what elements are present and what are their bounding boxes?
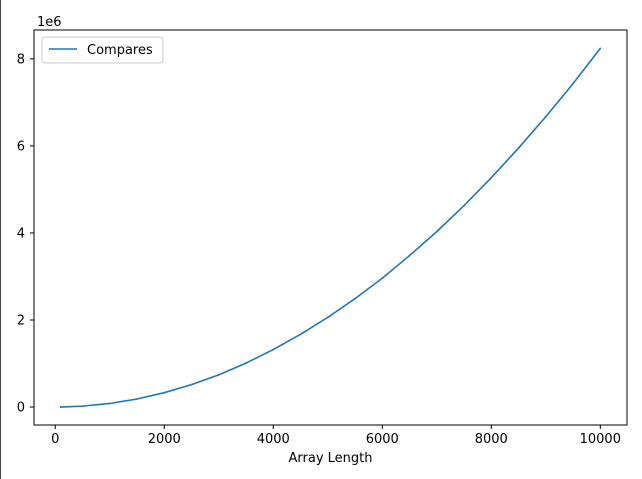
y-tick-label: 8 [17, 52, 25, 67]
x-axis-label: Array Length [289, 451, 373, 466]
y-axis-offset-label: 1e6 [37, 15, 62, 30]
y-tick-label: 2 [17, 313, 25, 328]
x-tick-label: 2000 [148, 432, 181, 447]
data-point [354, 297, 356, 300]
data-point [490, 176, 493, 179]
data-point [136, 398, 138, 400]
y-axis-ticks: 0 2 4 6 8 [17, 52, 34, 416]
x-tick-label: 6000 [366, 432, 399, 447]
data-point [190, 383, 193, 386]
y-tick-label: 4 [17, 226, 25, 241]
legend-label-compares: Compares [87, 43, 153, 58]
window-left-border [0, 0, 1, 479]
data-point [408, 254, 411, 257]
y-tick-label: 6 [17, 139, 25, 154]
data-point [81, 405, 84, 408]
data-point [245, 362, 247, 364]
x-axis-ticks: 0 2000 4000 6000 8000 10000 [51, 425, 621, 447]
series-layer [59, 47, 602, 408]
data-point [517, 147, 520, 149]
data-point [599, 47, 602, 50]
data-point [326, 316, 329, 319]
data-point [544, 115, 547, 118]
data-point [59, 406, 62, 408]
x-tick-label: 8000 [475, 432, 508, 447]
plot-area [33, 29, 628, 426]
x-tick-label: 10000 [580, 432, 621, 447]
data-point [163, 391, 166, 394]
data-point [435, 230, 438, 233]
y-tick-label: 0 [17, 401, 25, 416]
data-point [272, 348, 275, 351]
data-point [299, 333, 302, 336]
data-point [463, 204, 465, 207]
data-point [108, 402, 111, 405]
data-point [572, 82, 574, 85]
x-tick-label: 4000 [257, 432, 290, 447]
data-point [381, 277, 384, 280]
x-tick-label: 0 [51, 432, 59, 447]
data-point [217, 373, 220, 376]
legend-box [41, 36, 164, 64]
legend: Compares [41, 36, 164, 64]
